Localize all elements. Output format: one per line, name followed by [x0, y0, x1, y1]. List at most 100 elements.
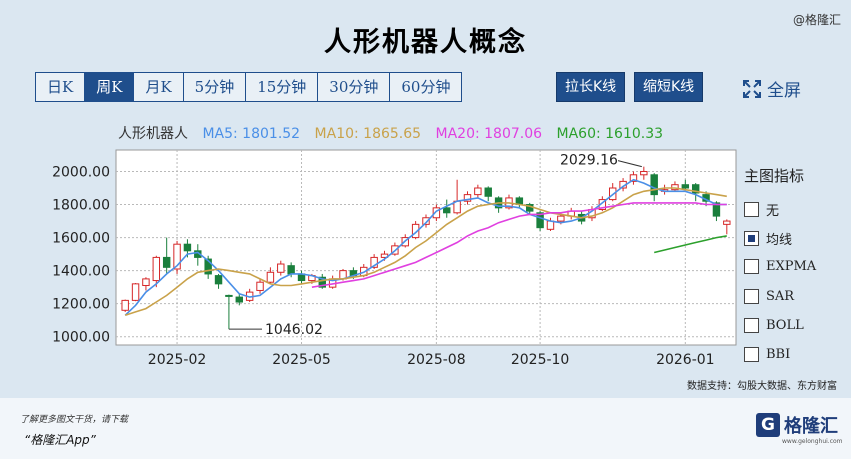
indicator-sar[interactable]: SAR — [744, 289, 794, 304]
candle-body — [723, 220, 731, 225]
candle-body — [422, 217, 430, 225]
indicator-none[interactable]: 无 — [744, 200, 779, 219]
candle-body — [411, 223, 420, 239]
indicator-bbi[interactable]: BBI — [744, 347, 790, 362]
tab-5min[interactable]: 5分钟 — [184, 73, 247, 101]
candle-body — [681, 184, 690, 189]
checkbox[interactable] — [744, 289, 759, 304]
logo-icon: G — [756, 413, 780, 437]
candle-body — [432, 207, 441, 219]
candle-body — [463, 194, 472, 202]
legend-ma20: MA20: 1807.06 — [435, 126, 543, 142]
indicator-boll[interactable]: BOLL — [744, 318, 804, 333]
candle-body — [121, 299, 129, 311]
stretch-kline-button[interactable]: 拉长K线 — [556, 72, 626, 102]
series-line-ma10 — [124, 187, 727, 317]
indicator-label: 无 — [766, 204, 780, 219]
indicator-title: 主图指标 — [744, 167, 805, 185]
x-tick-label: 2025-10 — [511, 352, 570, 368]
legend-ma5: MA5: 1801.52 — [202, 126, 301, 142]
fullscreen-icon — [743, 79, 761, 98]
footer — [0, 398, 851, 459]
checkbox[interactable] — [744, 259, 759, 274]
fullscreen-button[interactable]: 全屏 — [742, 76, 801, 101]
series-line-ma60 — [654, 235, 727, 254]
candle-body — [712, 202, 721, 217]
tab-30min[interactable]: 30分钟 — [318, 73, 391, 101]
tab-15min[interactable]: 15分钟 — [246, 73, 319, 101]
candle-body — [474, 187, 482, 196]
indicator-label: EXPMA — [766, 259, 817, 274]
indicator-label: 均线 — [766, 233, 793, 248]
candle-body — [557, 215, 565, 222]
plot-area — [115, 149, 737, 346]
candle-body — [443, 207, 451, 214]
logo-text: 格隆汇 — [784, 416, 838, 437]
candle-body — [214, 275, 223, 285]
candle-body — [266, 271, 275, 283]
candle-body — [162, 256, 171, 268]
tab-day[interactable]: 日K — [36, 73, 86, 101]
checkbox[interactable] — [744, 231, 759, 246]
shrink-kline-button[interactable]: 缩短K线 — [634, 72, 704, 102]
y-tick-label: 1600.00 — [52, 231, 110, 247]
candle-body — [152, 256, 161, 282]
watermark: @格隆汇 — [792, 13, 841, 27]
series-line-ma5 — [124, 178, 727, 316]
checkbox[interactable] — [744, 202, 759, 217]
candle-body — [256, 281, 264, 291]
candle-body — [173, 243, 181, 270]
max-annotation: 2029.16 — [560, 153, 618, 169]
candle-body — [671, 184, 679, 191]
candle-body — [546, 220, 555, 230]
legend-ma60: MA60: 1610.33 — [556, 126, 664, 142]
checkbox[interactable] — [744, 347, 759, 362]
candle-body — [484, 187, 492, 197]
y-tick-label: 1400.00 — [52, 264, 110, 280]
indicator-expma[interactable]: EXPMA — [744, 259, 816, 274]
candle-body — [536, 212, 544, 229]
candle-body — [204, 258, 212, 275]
ma-legend: 人形机器人 MA5: 1801.52 MA10: 1865.65 MA20: 1… — [118, 123, 673, 143]
data-source: 数据支持：勾股大数据、东方财富 — [687, 381, 837, 392]
checkbox[interactable] — [744, 318, 759, 333]
tab-60min[interactable]: 60分钟 — [401, 78, 451, 96]
page-title: 人形机器人概念 — [324, 27, 527, 58]
candle-body — [287, 265, 295, 275]
footer-line2: “格隆汇App” — [24, 433, 96, 447]
candle-body — [640, 170, 648, 176]
brand-logo: G 格隆汇 — [756, 412, 838, 438]
max-annotation-line — [617, 160, 642, 168]
x-tick-label: 2025-08 — [407, 352, 466, 368]
series-line-ma20 — [311, 202, 727, 288]
legend-ma10: MA10: 1865.65 — [314, 126, 422, 142]
min-annotation: 1046.02 — [265, 322, 323, 338]
candle-body — [691, 184, 700, 194]
indicator-label: BOLL — [766, 318, 804, 333]
candle-body — [131, 283, 140, 301]
candle-body — [370, 256, 378, 268]
candle-body — [650, 174, 658, 196]
candle-body — [277, 263, 285, 273]
x-tick-label: 2025-05 — [272, 352, 331, 368]
kline-chart: 2000.00 1800.00 1600.00 1400.00 1200.00 1000.… — [52, 149, 737, 368]
y-tick-label: 1800.00 — [52, 198, 110, 214]
y-tick-label: 1000.00 — [52, 330, 110, 346]
logo-url: www.gelonghui.com — [782, 438, 843, 445]
indicator-label: SAR — [766, 289, 795, 304]
tab-month[interactable]: 月K — [134, 73, 184, 101]
candle-body — [629, 174, 638, 182]
candle-body — [183, 243, 192, 252]
y-tick-label: 2000.00 — [52, 164, 110, 180]
legend-name: 人形机器人 — [118, 126, 188, 142]
x-tick-label: 2025-02 — [148, 352, 207, 368]
candle-body — [235, 296, 244, 303]
candle-body — [318, 276, 326, 288]
x-tick-label: 2026-01 — [656, 352, 715, 368]
tab-week[interactable]: 周K — [85, 73, 135, 101]
footer-line1: 了解更多图文干货，请下载 — [20, 415, 129, 425]
y-tick-label: 1200.00 — [52, 297, 110, 313]
indicator-ma[interactable]: 均线 — [744, 229, 792, 248]
candle-body — [225, 294, 233, 297]
period-tabs: 日K 周K 月K 5分钟 15分钟 30分钟 60分钟 — [35, 72, 463, 102]
